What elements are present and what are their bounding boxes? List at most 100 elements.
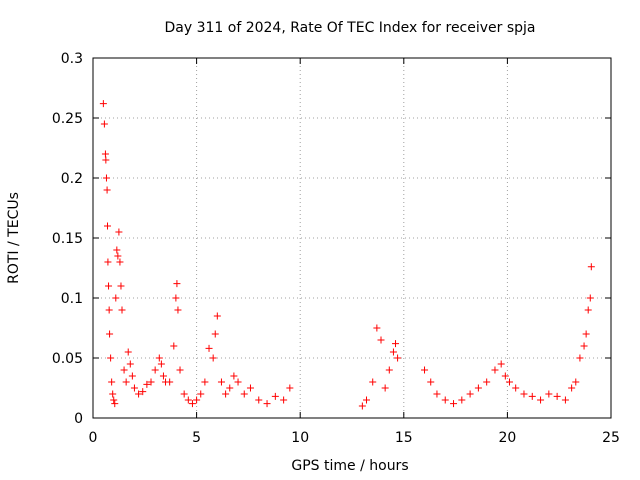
- data-point: [99, 100, 107, 108]
- data-point: [126, 360, 134, 368]
- data-point: [483, 378, 491, 386]
- data-point: [377, 336, 385, 344]
- data-point: [106, 330, 114, 338]
- y-tick-label: 0.05: [52, 351, 83, 367]
- chart-title: Day 311 of 2024, Rate Of TEC Index for r…: [164, 20, 535, 36]
- data-point: [427, 378, 435, 386]
- data-point: [474, 384, 482, 392]
- data-point: [170, 342, 178, 350]
- data-point: [213, 312, 221, 320]
- data-point: [108, 378, 116, 386]
- data-point: [222, 390, 230, 398]
- data-point: [155, 354, 163, 362]
- data-point: [120, 366, 128, 374]
- data-point: [184, 396, 192, 404]
- data-point: [174, 306, 182, 314]
- data-point: [369, 378, 377, 386]
- data-point: [286, 384, 294, 392]
- data-point: [180, 390, 188, 398]
- data-point: [441, 396, 449, 404]
- data-point: [118, 306, 126, 314]
- data-point: [105, 282, 113, 290]
- y-tick-label: 0.2: [61, 171, 83, 187]
- data-point: [197, 390, 205, 398]
- y-axis-label: ROTI / TECUs: [6, 192, 22, 284]
- data-point: [116, 258, 124, 266]
- data-point: [394, 354, 402, 362]
- data-point: [112, 294, 120, 302]
- data-point: [130, 384, 138, 392]
- data-point: [280, 396, 288, 404]
- data-point: [373, 324, 381, 332]
- x-tick-label: 20: [498, 430, 516, 446]
- data-point: [122, 378, 130, 386]
- data-point: [101, 150, 109, 158]
- y-tick-label: 0.3: [61, 51, 83, 67]
- data-point: [201, 378, 209, 386]
- data-point: [107, 354, 115, 362]
- data-point: [188, 400, 196, 408]
- data-point: [102, 174, 110, 182]
- data-point: [103, 186, 111, 194]
- data-point: [561, 396, 569, 404]
- data-point: [100, 120, 108, 128]
- data-point: [450, 400, 458, 408]
- x-tick-label: 0: [89, 430, 98, 446]
- data-point: [528, 392, 536, 400]
- data-point: [114, 252, 122, 260]
- data-point: [151, 366, 159, 374]
- data-point: [580, 342, 588, 350]
- data-point: [105, 306, 113, 314]
- data-point: [433, 390, 441, 398]
- data-point: [363, 396, 371, 404]
- data-point: [587, 263, 595, 271]
- data-point: [497, 360, 505, 368]
- data-point: [381, 384, 389, 392]
- data-point: [271, 392, 279, 400]
- data-point: [572, 378, 580, 386]
- data-point: [458, 396, 466, 404]
- data-point: [545, 390, 553, 398]
- data-point: [102, 156, 110, 164]
- data-point: [104, 258, 112, 266]
- data-point: [128, 372, 136, 380]
- data-point: [553, 392, 561, 400]
- data-point: [111, 400, 119, 408]
- y-tick-label: 0.15: [52, 231, 83, 247]
- data-point: [109, 390, 117, 398]
- data-point: [234, 378, 242, 386]
- x-tick-label: 10: [291, 430, 309, 446]
- data-point: [176, 366, 184, 374]
- data-point: [110, 396, 118, 404]
- data-point: [205, 344, 213, 352]
- data-point: [159, 372, 167, 380]
- data-point: [537, 396, 545, 404]
- data-point: [172, 294, 180, 302]
- x-tick-label: 5: [192, 430, 201, 446]
- data-point: [240, 390, 248, 398]
- data-point: [255, 396, 263, 404]
- data-point: [211, 330, 219, 338]
- data-point: [385, 366, 393, 374]
- data-point: [263, 400, 271, 408]
- data-point: [217, 378, 225, 386]
- data-point: [358, 402, 366, 410]
- data-point: [466, 390, 474, 398]
- x-tick-label: 15: [395, 430, 413, 446]
- data-point: [576, 354, 584, 362]
- data-point: [226, 384, 234, 392]
- data-point: [157, 360, 165, 368]
- y-tick-label: 0.25: [52, 111, 83, 127]
- data-point: [230, 372, 238, 380]
- x-axis-label: GPS time / hours: [291, 458, 408, 474]
- data-point: [586, 294, 594, 302]
- data-point: [501, 372, 509, 380]
- plot-frame: [92, 57, 612, 419]
- data-point: [139, 388, 147, 396]
- data-point: [520, 390, 528, 398]
- data-point: [392, 340, 400, 348]
- x-tick-label: 25: [602, 430, 620, 446]
- data-point: [124, 348, 132, 356]
- data-point: [166, 378, 174, 386]
